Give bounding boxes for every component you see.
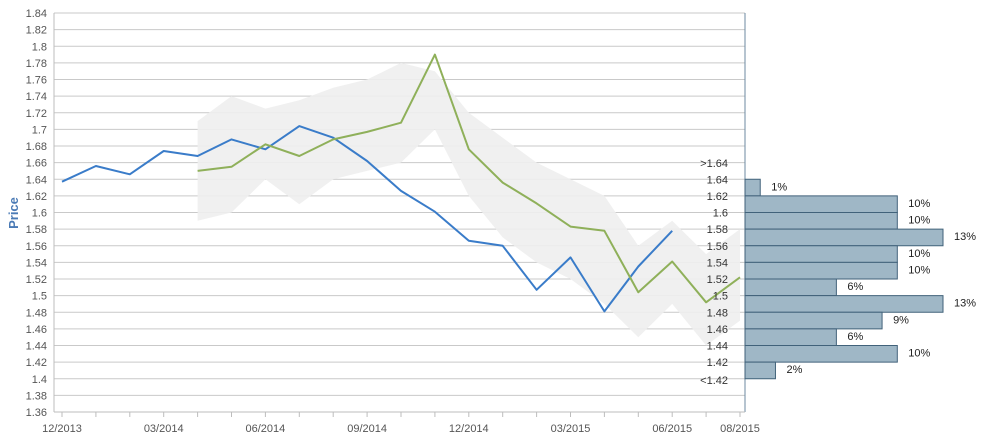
distribution-bin-label: 1.42 [707,357,728,369]
y-tick-label: 1.68 [26,141,47,153]
forecast-band [197,62,741,346]
y-tick-label: 1.46 [26,324,47,336]
y-tick-label: 1.44 [26,341,47,353]
x-tick-label: 03/2014 [144,423,184,435]
distribution-pct-label: 13% [954,231,976,243]
confidence-band [197,62,741,346]
series-line-2 [197,53,741,304]
distribution-bin-label: 1.6 [713,208,728,220]
distribution-bin-label: 1.46 [707,324,728,336]
y-axis-ticks: 1.84 1.82 1.8 1.78 1.76 1.74 1.72 1.7 1.68 1.66 1.… [26,8,47,419]
distribution-bin-label: 1.5 [713,291,728,303]
distribution-bin-label: 1.48 [707,307,728,319]
distribution-bar [744,328,837,346]
distribution-bar [744,178,761,197]
distribution-pct-label: 6% [847,281,863,293]
distribution-bin-label: 1.44 [707,341,728,353]
distribution-bar [744,212,898,230]
x-tick-label: 06/2014 [246,423,286,435]
x-tick-label: 09/2014 [347,423,387,435]
distribution-pct-label: 6% [847,331,863,343]
y-tick-label: 1.6 [32,208,47,220]
series-line-1 [61,125,673,313]
distribution-bin-label: 1.52 [707,274,728,286]
distribution-bar [744,311,883,330]
y-tick-label: 1.38 [26,390,47,402]
y-tick-label: 1.76 [26,75,47,87]
distribution-bar [744,295,944,313]
distribution-bar [744,228,944,247]
y-tick-label: 1.78 [26,58,47,70]
y-tick-label: 1.36 [26,407,47,419]
y-tick-label: 1.64 [26,174,47,186]
x-tick-label: 08/2015 [720,423,760,435]
y-tick-label: 1.72 [26,108,47,120]
distribution-pct-label: 9% [893,314,909,326]
distribution-pct-label: 13% [954,298,976,310]
y-tick-label: 1.82 [26,25,47,37]
distribution-bin-label: 1.54 [707,257,728,269]
distribution-histogram: >1.64 1.64 1% 1.62 10% 1.6 10% 1.58 13% 1.56 10% 1.… [700,158,976,387]
distribution-bin-label: >1.64 [700,158,728,170]
y-tick-label: 1.54 [26,257,47,269]
distribution-bin-label: 1.58 [707,224,728,236]
x-tick-label: 03/2015 [551,423,591,435]
x-tick-label: 12/2013 [42,423,82,435]
y-tick-label: 1.7 [32,124,47,136]
y-tick-label: 1.8 [32,41,47,53]
y-tick-label: 1.48 [26,307,47,319]
y-tick-label: 1.52 [26,274,47,286]
x-tick-label: 06/2015 [652,423,692,435]
distribution-pct-label: 1% [771,181,787,193]
y-tick-label: 1.56 [26,241,47,253]
y-tick-label: 1.5 [32,291,47,303]
price-series [61,53,741,313]
distribution-bar [744,345,898,363]
distribution-pct-label: 10% [908,248,930,260]
distribution-bar [744,195,898,213]
x-axis: 12/2013 03/2014 06/2014 09/2014 12/2014 03/20… [42,411,760,435]
distribution-pct-label: 10% [908,215,930,227]
distribution-bar [744,278,837,297]
distribution-bin-label: 1.56 [707,241,728,253]
distribution-pct-label: 10% [908,264,930,276]
distribution-pct-label: 10% [908,348,930,360]
distribution-pct-label: 10% [908,198,930,210]
x-tick-label: 12/2014 [449,423,489,435]
distribution-bar [744,361,776,380]
y-tick-label: 1.66 [26,158,47,170]
distribution-bar [744,245,898,263]
y-tick-label: 1.74 [26,91,47,103]
y-tick-label: 1.62 [26,191,47,203]
y-tick-label: 1.84 [26,8,47,20]
distribution-bar [744,261,898,280]
y-tick-label: 1.4 [32,374,47,386]
y-tick-label: 1.42 [26,357,47,369]
y-tick-label: 1.58 [26,224,47,236]
distribution-bin-label: 1.62 [707,191,728,203]
distribution-pct-label: 2% [786,364,802,376]
y-axis-label: Price [6,197,21,229]
distribution-bin-label: <1.42 [700,375,728,387]
distribution-bin-label: 1.64 [707,174,728,186]
